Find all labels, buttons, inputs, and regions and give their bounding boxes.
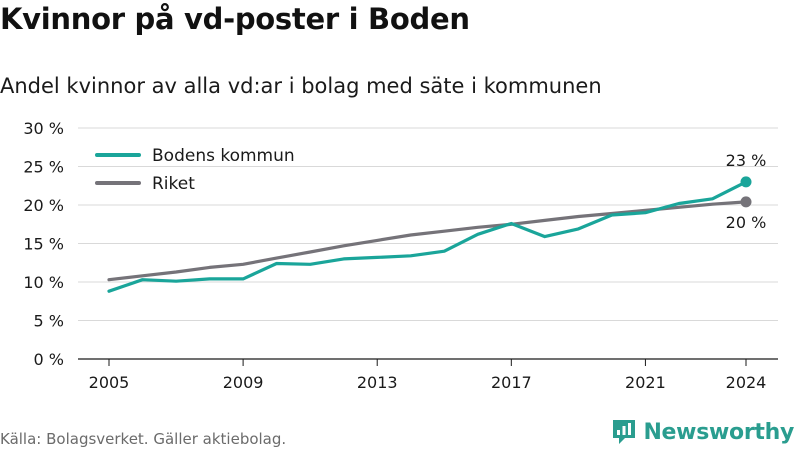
line-chart: 0 %5 %10 %15 %20 %25 %30 % 2005 2009 2013 2… [23,119,778,392]
y-tick-label: 0 % [34,350,64,369]
y-tick-label: 20 % [23,196,64,215]
legend: Bodens kommun Riket [95,146,295,194]
source-note: Källa: Bolagsverket. Gäller aktiebolag. [0,430,287,448]
end-label: 23 % [726,151,767,170]
x-tick-label: 2009 [223,373,264,392]
end-point-riket [740,196,752,208]
x-tick-label: 2017 [491,373,532,392]
chart-subtitle: Andel kvinnor av alla vd:ar i bolag med … [0,74,602,98]
legend-label: Bodens kommun [152,146,295,166]
newsworthy-logo-icon [613,420,636,444]
x-tick-label: 2005 [89,373,130,392]
y-tick-label: 25 % [23,158,64,177]
x-tick-label: 2021 [625,373,666,392]
y-axis-tick-labels: 0 % 5 % 10 % 15 % 20 % 25 % 30 % [23,119,64,369]
y-tick-label: 10 % [23,273,64,292]
y-tick-label: 5 % [34,312,64,331]
series-line-bodens-kommun [107,180,748,293]
x-tick-label: 2024 [726,373,767,392]
end-label: 20 % [726,213,767,232]
brand-name: Newsworthy [643,419,794,445]
gridlines [78,127,778,360]
brand-logo[interactable]: Newsworthy [611,418,794,446]
chart-title: Kvinnor på vd-poster i Boden [0,2,470,36]
end-point-bodens-kommun [740,176,752,188]
series-line-riket [107,200,748,282]
y-tick-label: 15 % [23,235,64,254]
x-axis: 2005 2009 2013 2017 2021 2024 [89,359,767,392]
series-lines [107,180,748,293]
legend-label: Riket [152,174,195,194]
x-tick-label: 2013 [357,373,398,392]
y-tick-label: 30 % [23,119,64,138]
series-end-markers: 23 % 20 % [726,151,767,232]
